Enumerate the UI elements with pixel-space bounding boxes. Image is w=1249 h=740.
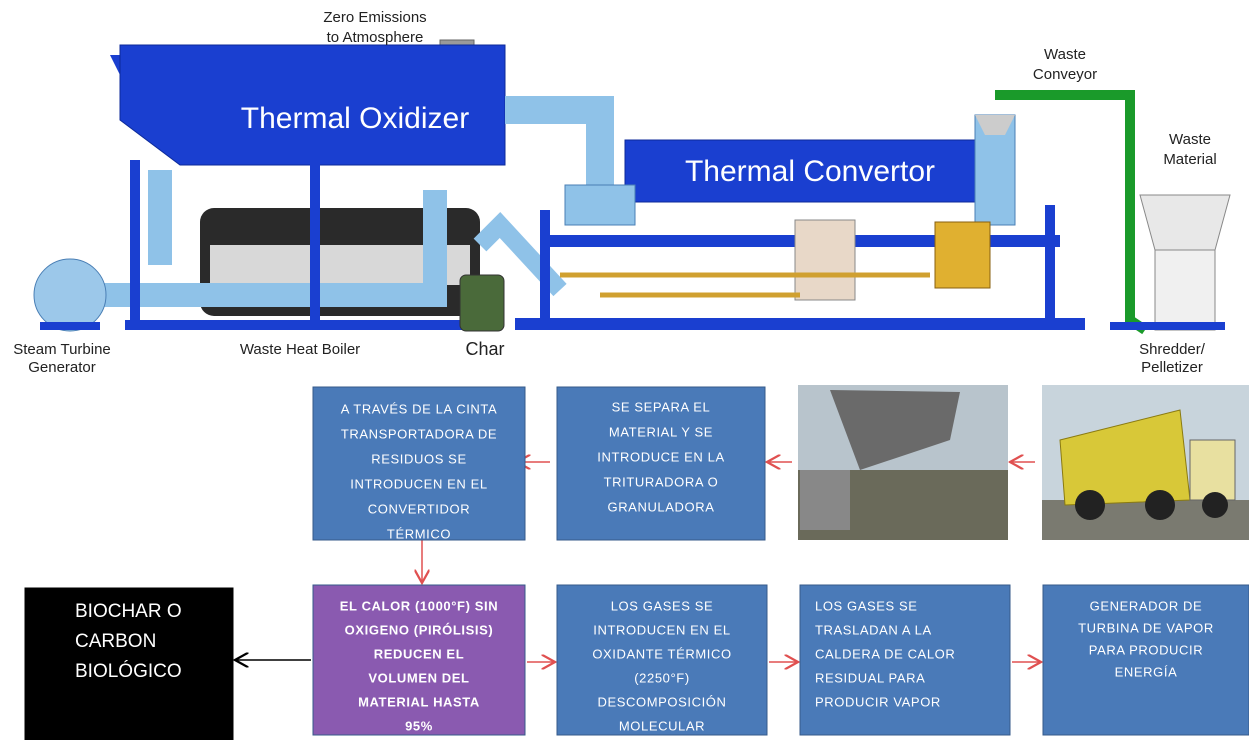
step-text: INTRODUCEN EN EL [350,476,487,491]
label: Thermal Convertor [685,155,935,188]
step-text: BIOCHAR O [75,601,182,622]
step-text: OXIGENO (PIRÓLISIS) [345,622,494,637]
step-text: LOS GASES SE [815,598,918,613]
label: Pelletizer [1141,359,1203,376]
step-text: TURBINA DE VAPOR [1078,620,1214,635]
step-text: EL CALOR (1000°F) SIN [340,598,498,613]
step-text: CONVERTIDOR [368,501,470,516]
step-text: ENERGÍA [1115,664,1178,679]
label: to Atmosphere [327,29,424,46]
step-text: (2250°F) [634,670,690,685]
label: Conveyor [1033,66,1097,83]
step-text: VOLUMEN DEL [368,670,469,685]
label: Generator [28,359,96,376]
step-text: PRODUCIR VAPOR [815,694,941,709]
step-text: GRANULADORA [607,499,714,514]
label: Waste Heat Boiler [240,341,360,358]
label: Waste [1044,46,1086,63]
label: Steam Turbine [13,341,111,358]
step-text: DESCOMPOSICIÓN [597,694,726,709]
label: Waste [1169,131,1211,148]
step-text: GENERADOR DE [1090,598,1203,613]
step-text: TRANSPORTADORA DE [341,426,497,441]
step-text: LOS GASES SE [611,598,714,613]
photo-dumping [798,385,1008,540]
label: Char [465,339,504,359]
label: Zero Emissions [323,9,426,26]
process-diagram: Zero Emissions to Atmosphere Thermal Oxidi… [0,0,1249,740]
label: Material [1163,151,1216,168]
label: Thermal Oxidizer [241,102,469,135]
step-text: INTRODUCE EN LA [597,449,724,464]
step-text: CARBON [75,631,156,652]
step-text: MOLECULAR [619,718,705,733]
step-text: TRASLADAN A LA [815,622,932,637]
step-text: INTRODUCEN EN EL [593,622,730,637]
step-text: TÉRMICO [387,526,451,541]
step-text: A TRAVÉS DE LA CINTA [341,401,498,416]
step-text: MATERIAL HASTA [358,694,480,709]
step-text: 95% [405,718,433,733]
step-text: SE SEPARA EL [612,399,711,414]
step-text: RESIDUOS SE [371,451,466,466]
step-text: MATERIAL Y SE [609,424,713,439]
step-text: RESIDUAL PARA [815,670,925,685]
step-text: BIOLÓGICO [75,660,182,682]
step-text: TRITURADORA O [604,474,719,489]
step-text: PARA PRODUCIR [1089,642,1203,657]
plant-illustration [34,40,1230,331]
photo-truck [1042,385,1249,540]
step-text: REDUCEN EL [374,646,465,661]
label: Shredder/ [1139,341,1206,358]
step-text: OXIDANTE TÉRMICO [592,646,731,661]
step-text: CALDERA DE CALOR [815,646,955,661]
